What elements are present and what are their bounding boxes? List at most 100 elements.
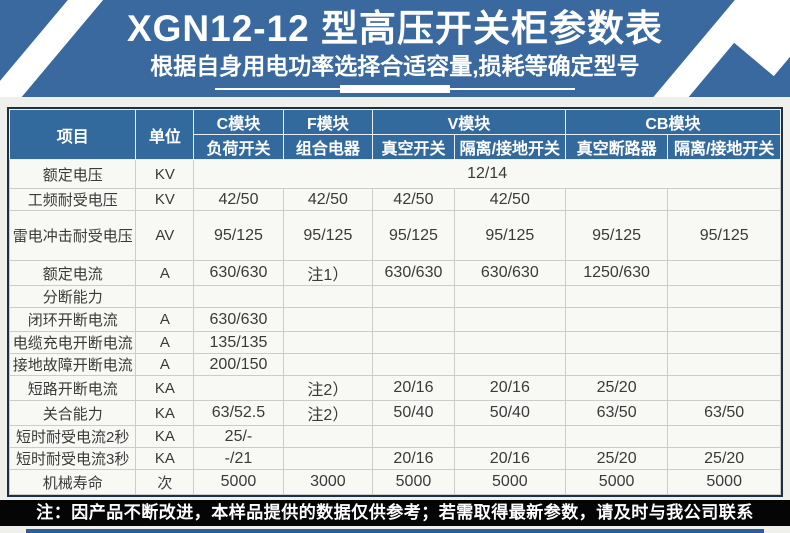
page-subtitle: 根据自身用电功率选择合适容量,损耗等确定型号 (150, 53, 640, 79)
table-row: 接地故障开断电流 A 200/150 (8, 353, 781, 376)
value-cell (282, 447, 374, 470)
value-cell: 20/16 (453, 447, 566, 470)
unit-cell: A (135, 260, 195, 286)
value-cell (282, 353, 374, 376)
subtitle-divider-center (340, 85, 450, 93)
bottom-accent-line (26, 529, 764, 533)
value-cell (564, 353, 669, 376)
header-subcol-combined-apparatus: 组合电器 (282, 134, 374, 160)
unit-cell: KA (135, 375, 195, 401)
value-cell (453, 307, 566, 332)
unit-cell: A (135, 331, 195, 354)
value-cell: 42/50 (193, 188, 284, 211)
table-row: 额定电压 KV 12/14 (8, 159, 781, 189)
merged-value-cell: 12/14 (193, 159, 781, 189)
value-cell: 1250/630 (564, 260, 669, 286)
value-cell (193, 285, 284, 308)
value-cell: 630/630 (372, 260, 455, 286)
header-subcol-vacuum-breaker: 真空断路器 (564, 134, 669, 160)
value-cell (282, 285, 374, 308)
page-title: XGN12-12 型高压开关柜参数表 (126, 8, 664, 49)
unit-cell: 次 (135, 469, 195, 495)
value-cell (564, 307, 669, 332)
header-item: 项目 (8, 109, 137, 160)
value-cell: 42/50 (372, 188, 455, 211)
value-cell: 5000 (453, 469, 566, 495)
value-cell (564, 331, 669, 354)
value-cell: 5000 (667, 469, 781, 495)
value-cell: 95/125 (372, 210, 455, 261)
value-cell: 42/50 (282, 188, 374, 211)
value-cell: 5000 (193, 469, 284, 495)
value-cell: 42/50 (453, 188, 566, 211)
row-label-cell: 短时耐受电流3秒 (8, 447, 137, 470)
subtitle-divider (215, 85, 575, 93)
unit-cell: KA (135, 400, 195, 426)
table-row: 短路开断电流 KA 注2） 20/16 20/16 25/20 (8, 375, 781, 401)
value-cell: 25/20 (564, 375, 669, 401)
value-cell (667, 375, 781, 401)
value-cell (667, 188, 781, 211)
header-group-cb: CB模块 (564, 109, 782, 135)
value-cell (453, 425, 566, 448)
value-cell (282, 307, 374, 332)
unit-cell (135, 285, 195, 308)
value-cell: 630/630 (453, 260, 566, 286)
table-row: 工频耐受电压 KV 42/50 42/50 42/50 42/50 (8, 188, 781, 211)
value-cell (667, 307, 781, 332)
value-cell (453, 353, 566, 376)
table-row: 分断能力 (8, 285, 781, 308)
value-cell: 50/40 (453, 400, 566, 426)
row-label-cell: 关合能力 (8, 400, 137, 426)
unit-cell: A (135, 353, 195, 376)
value-cell: 20/16 (372, 375, 455, 401)
value-cell (667, 331, 781, 354)
row-label-cell: 电缆充电开断电流 (8, 331, 137, 354)
value-cell (667, 260, 781, 286)
value-cell: 630/630 (193, 307, 284, 332)
value-cell (667, 425, 781, 448)
value-cell: 25/- (193, 425, 284, 448)
unit-cell: AV (135, 210, 195, 261)
value-cell: 95/125 (453, 210, 566, 261)
value-cell (564, 285, 669, 308)
value-cell: 注2） (282, 400, 374, 426)
value-cell: 95/125 (282, 210, 374, 261)
unit-cell: KV (135, 188, 195, 211)
value-cell (372, 331, 455, 354)
table-row: 机械寿命次 5000 3000 5000 5000 5000 5000 (8, 469, 781, 495)
value-cell: 注1） (282, 260, 374, 286)
table-row: 额定电流 A 630/630 注1） 630/630 630/630 1250/630 (8, 260, 781, 286)
header-group-v: V模块 (372, 109, 566, 135)
header-subcol-isolating-earthing-switch-v: 隔离/接地开关 (453, 134, 566, 160)
value-cell: 20/16 (372, 447, 455, 470)
row-label-cell: 额定电流 (8, 260, 137, 286)
value-cell (667, 285, 781, 308)
header-group-c: C模块 (193, 109, 284, 135)
value-cell (282, 425, 374, 448)
value-cell (372, 353, 455, 376)
header-unit: 单位 (135, 109, 195, 160)
row-label-cell: 机械寿命 (8, 469, 137, 495)
table-body: 额定电压 KV 12/14 工频耐受电压 KV 42/50 42/50 42/50 42/50 雷… (8, 159, 781, 495)
value-cell: 95/125 (564, 210, 669, 261)
row-label-cell: 短时耐受电流2秒 (8, 425, 137, 448)
header-subcol-load-switch: 负荷开关 (193, 134, 284, 160)
value-cell: 5000 (372, 469, 455, 495)
row-label-cell: 额定电压 (8, 159, 137, 189)
row-label-cell: 工频耐受电压 (8, 188, 137, 211)
table-row: 雷电冲击耐受电压 AV 95/125 95/125 95/125 95/125 95/125… (8, 210, 781, 261)
value-cell: 3000 (282, 469, 374, 495)
value-cell (453, 285, 566, 308)
value-cell (667, 353, 781, 376)
value-cell: 135/135 (193, 331, 284, 354)
table-row: 电缆充电开断电流 A 135/135 (8, 331, 781, 354)
value-cell (372, 425, 455, 448)
value-cell (193, 375, 284, 401)
value-cell (282, 331, 374, 354)
value-cell: 63/52.5 (193, 400, 284, 426)
table-row: 闭环开断电流 A 630/630 (8, 307, 781, 332)
value-cell (372, 285, 455, 308)
value-cell: 25/20 (564, 447, 669, 470)
value-cell: -/21 (193, 447, 284, 470)
